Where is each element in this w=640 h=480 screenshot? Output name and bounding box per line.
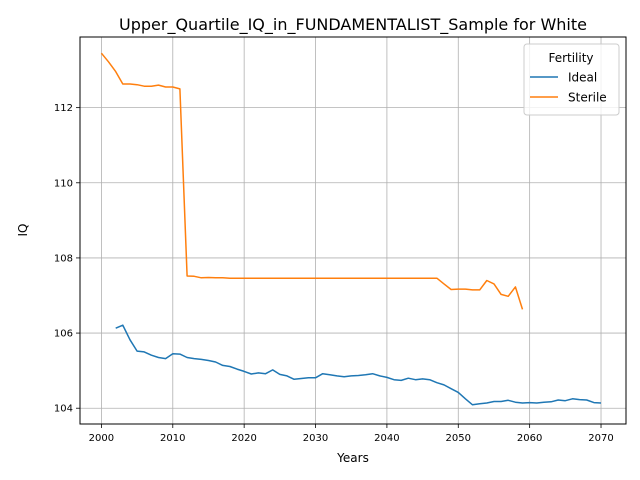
x-tick-label: 2010 (160, 433, 185, 444)
x-tick-label: 2060 (517, 433, 542, 444)
y-tick-label: 110 (54, 178, 73, 189)
axis-ticks: 2000 2010 2020 2030 2040 2050 2060 2070 104 106 10… (54, 103, 614, 444)
x-tick-label: 2070 (588, 433, 613, 444)
x-tick-label: 2030 (303, 433, 328, 444)
x-tick-label: 2050 (446, 433, 471, 444)
y-tick-label: 106 (54, 329, 73, 340)
legend-title: Fertility (548, 51, 593, 65)
x-tick-label: 2020 (231, 433, 256, 444)
x-axis-label: Years (336, 451, 369, 465)
chart-title: Upper_Quartile_IQ_in_FUNDAMENTALIST_Samp… (119, 15, 587, 35)
y-axis-label: IQ (16, 224, 30, 237)
plot-frame (79, 36, 627, 425)
y-tick-label: 112 (54, 103, 73, 114)
series-line-ideal (115, 324, 602, 406)
legend: Fertility Ideal Sterile (523, 43, 620, 116)
legend-label-sterile: Sterile (568, 91, 607, 105)
x-tick-label: 2040 (374, 433, 399, 444)
y-tick-label: 108 (54, 253, 73, 264)
y-tick-label: 104 (54, 404, 73, 415)
series-lines (100, 52, 602, 406)
legend-label-ideal: Ideal (568, 71, 597, 85)
x-tick-label: 2000 (89, 433, 114, 444)
series-line-sterile (100, 52, 524, 310)
